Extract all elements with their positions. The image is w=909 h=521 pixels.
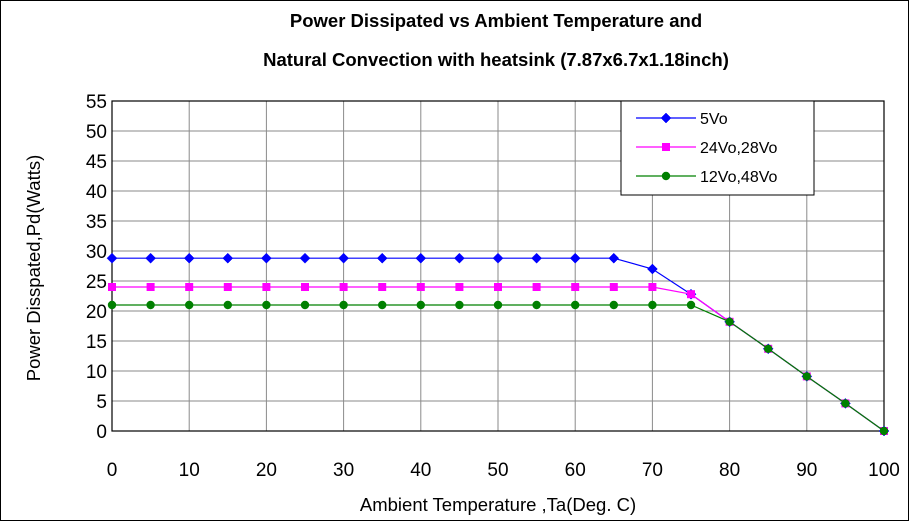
x-tick-label: 10 xyxy=(179,460,200,481)
data-point xyxy=(222,252,234,264)
x-tick-label: 30 xyxy=(333,460,354,481)
chart-title-line-2: Natural Convection with heatsink (7.87x6… xyxy=(263,49,729,70)
x-tick-label: 20 xyxy=(256,460,277,481)
y-tick-label: 40 xyxy=(86,182,107,203)
data-point xyxy=(339,300,348,310)
legend-marker xyxy=(661,171,671,181)
data-point xyxy=(687,290,695,299)
y-tick-label: 0 xyxy=(96,422,107,443)
data-point xyxy=(648,283,657,291)
x-tick-label: 70 xyxy=(642,460,663,481)
legend-box xyxy=(620,100,815,196)
data-point xyxy=(686,300,696,310)
data-point xyxy=(299,252,311,264)
y-tick-label: 20 xyxy=(86,302,107,323)
data-point xyxy=(416,283,425,291)
chart-title-line-1: Power Dissipated vs Ambient Temperature … xyxy=(290,10,702,31)
data-point xyxy=(455,283,464,291)
data-point xyxy=(454,252,465,264)
x-tick-label: 40 xyxy=(410,460,431,481)
legend-label: 24Vo,28Vo xyxy=(700,140,778,157)
data-point xyxy=(146,300,155,310)
data-point xyxy=(262,300,271,310)
series-2 xyxy=(107,300,889,436)
data-point xyxy=(455,300,464,310)
data-point xyxy=(108,283,116,291)
data-point xyxy=(262,283,271,291)
data-point xyxy=(107,300,117,310)
legend-item: 12Vo,48Vo xyxy=(636,169,778,186)
legend-label: 5Vo xyxy=(700,111,728,128)
data-point xyxy=(338,252,349,264)
y-tick-label: 45 xyxy=(86,152,107,173)
data-point xyxy=(376,252,388,264)
legend-label: 12Vo,48Vo xyxy=(700,169,778,186)
y-tick-label: 55 xyxy=(86,92,107,113)
data-point xyxy=(802,372,811,381)
data-point xyxy=(764,344,773,353)
data-point xyxy=(609,283,618,291)
data-point xyxy=(841,399,850,408)
y-axis-label: Power Disspated,Pd(Watts) xyxy=(23,155,44,382)
x-axis-label: Ambient Temperature ,Ta(Deg. C) xyxy=(360,494,636,515)
y-tick-label: 5 xyxy=(96,392,107,413)
data-point xyxy=(608,252,620,264)
data-point xyxy=(609,300,618,310)
data-point xyxy=(571,300,580,310)
y-tick-label: 15 xyxy=(86,332,107,353)
data-point xyxy=(106,252,118,264)
y-tick-label: 25 xyxy=(86,272,107,293)
x-tick-label: 100 xyxy=(868,460,900,481)
data-point xyxy=(415,252,427,264)
data-point xyxy=(648,300,657,310)
legend-marker xyxy=(662,143,670,151)
data-point xyxy=(532,300,541,310)
data-point xyxy=(571,283,580,291)
legend-item: 5Vo xyxy=(636,111,728,128)
data-point xyxy=(300,300,310,310)
data-point xyxy=(223,283,232,291)
data-point xyxy=(532,283,541,291)
y-tick-label: 10 xyxy=(86,362,107,383)
data-point xyxy=(416,300,425,310)
x-tick-label: 80 xyxy=(719,460,740,481)
x-tick-label: 90 xyxy=(796,460,817,481)
data-point xyxy=(569,252,581,264)
data-point xyxy=(145,252,156,264)
y-tick-label: 50 xyxy=(86,122,107,143)
legend-item: 24Vo,28Vo xyxy=(636,140,778,157)
plot-area xyxy=(111,100,885,432)
x-tick-label: 50 xyxy=(487,460,508,481)
data-point xyxy=(261,252,272,264)
data-point xyxy=(879,426,889,436)
data-point xyxy=(492,252,504,264)
x-tick-label: 0 xyxy=(107,460,118,481)
data-point xyxy=(223,300,232,310)
data-point xyxy=(339,283,348,291)
tick-labels: 0 10 20 30 40 50 60 70 80 90 100 0 5 10 15 20 25 30 35 40 45… xyxy=(86,92,900,481)
data-point xyxy=(185,300,194,310)
data-point xyxy=(647,263,658,275)
data-point xyxy=(378,300,387,310)
data-point xyxy=(725,317,734,326)
y-tick-label: 30 xyxy=(86,242,107,263)
data-point xyxy=(378,283,387,291)
y-tick-label: 35 xyxy=(86,212,107,233)
series-group xyxy=(106,252,890,437)
data-point xyxy=(185,283,194,291)
legend: 5Vo 24Vo,28Vo 12Vo,48Vo xyxy=(620,100,815,196)
data-point xyxy=(493,300,503,310)
data-point xyxy=(146,283,155,291)
data-point xyxy=(531,252,542,264)
data-point xyxy=(183,252,195,264)
data-point xyxy=(494,283,502,291)
x-tick-label: 60 xyxy=(565,460,586,481)
data-point xyxy=(301,283,309,291)
legend-marker xyxy=(660,112,672,124)
